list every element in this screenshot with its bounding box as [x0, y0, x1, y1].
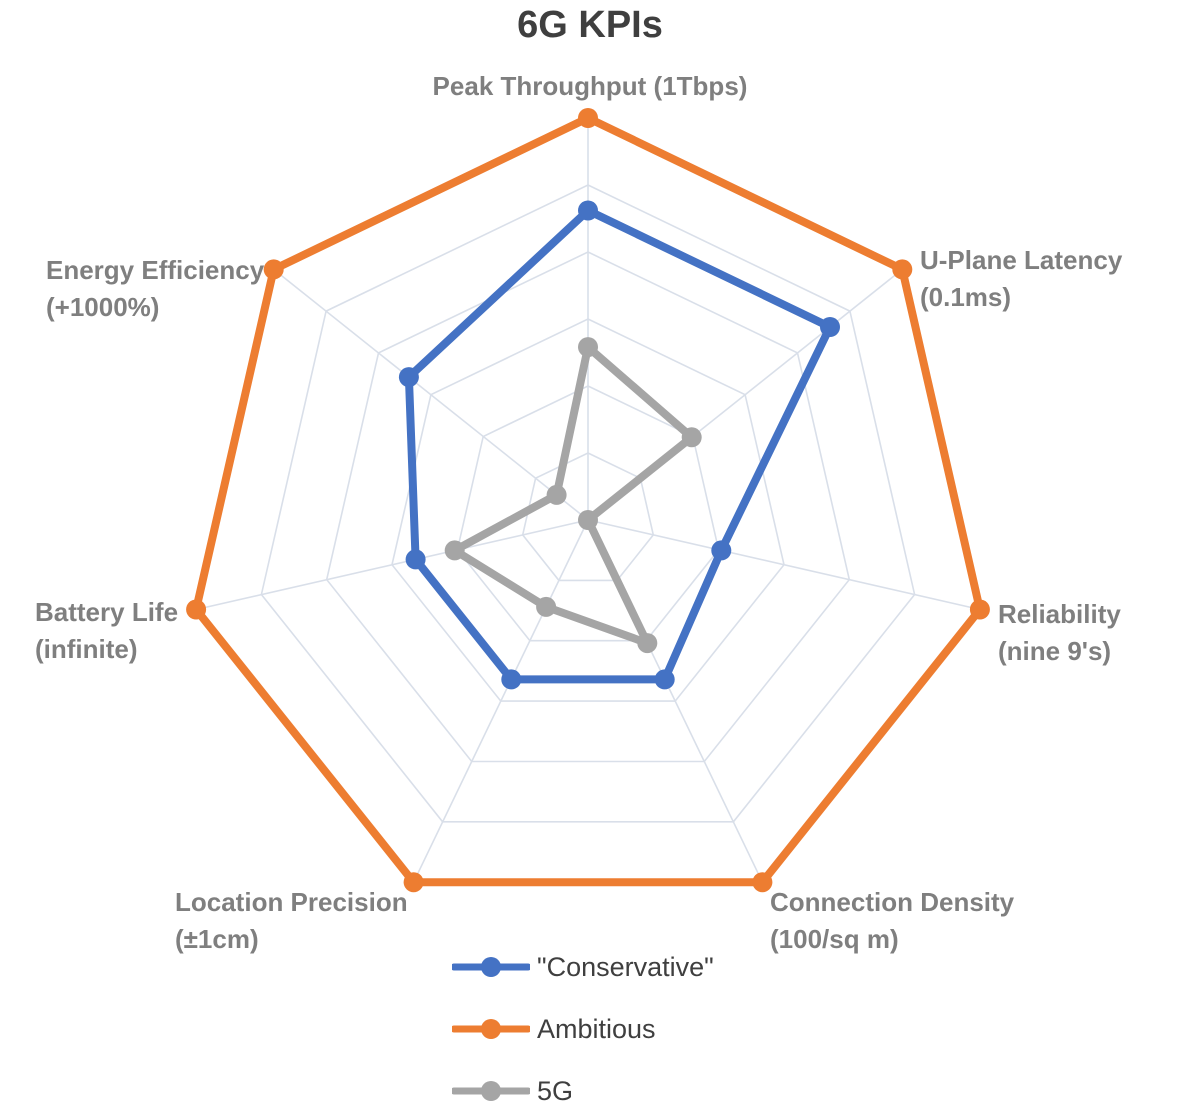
axis-label-line: Location Precision: [175, 887, 408, 917]
data-point-conservative: [654, 669, 675, 690]
data-point-5g: [546, 484, 567, 505]
data-point-ambitious: [969, 599, 990, 620]
axis-label-line: Energy Efficiency: [46, 255, 265, 285]
data-point-conservative: [820, 317, 840, 337]
data-point-conservative: [405, 549, 426, 570]
grid-spoke: [273, 268, 589, 521]
grid-ring: [325, 251, 851, 763]
legend-line-dot-icon: [452, 1081, 530, 1101]
series-ambitious: [186, 108, 990, 893]
axis-label-battery-life: Battery Life (infinite): [35, 594, 178, 668]
data-point-5g: [681, 427, 702, 448]
series-conservative: [398, 200, 840, 690]
series-outline-5g: [450, 343, 696, 648]
legend-line-dot-icon: [452, 1019, 530, 1039]
axis-label-connection-density: Connection Density (100/sq m): [770, 884, 1014, 958]
data-point-5g: [637, 633, 658, 654]
data-point-5g: [578, 510, 598, 530]
legend-label: Ambitious: [537, 1013, 656, 1044]
radar-series: [186, 108, 990, 893]
axis-label-line: (nine 9's): [998, 635, 1112, 666]
legend-label: "Conservative": [537, 951, 714, 982]
axis-label-line: (infinite): [35, 633, 138, 664]
chart-title: 6G KPIs: [517, 4, 663, 46]
legend: "Conservative" Ambitious 5G: [452, 941, 714, 1111]
data-point-ambitious: [403, 872, 424, 893]
axis-label-reliability: Reliability (nine 9's): [998, 596, 1121, 670]
axis-label-line: (+1000%): [46, 291, 160, 322]
axis-label-peak-throughput: Peak Throughput (1Tbps): [433, 68, 748, 105]
data-point-conservative: [398, 367, 419, 388]
axis-label-line: Battery Life: [35, 597, 179, 627]
data-point-5g: [578, 337, 598, 358]
grid-ring: [260, 184, 916, 823]
grid-ring: [456, 385, 720, 642]
series-outline-ambitious: [192, 114, 984, 887]
legend-item-ambitious: Ambitious: [452, 1003, 714, 1055]
data-point-ambitious: [752, 872, 773, 893]
axis-label-line: (100/sq m): [770, 923, 899, 954]
data-point-5g: [444, 540, 465, 561]
series-5g: [444, 337, 702, 654]
axis-label-line: Connection Density: [770, 887, 1015, 917]
data-point-ambitious: [578, 108, 598, 128]
axis-label-line: Reliability: [998, 599, 1121, 629]
axis-label-uplane-latency: U-Plane Latency (0.1ms): [920, 242, 1122, 316]
axis-label-line: U-Plane Latency: [920, 245, 1123, 275]
axis-label-line: (±1cm): [175, 923, 259, 954]
grid-spoke: [195, 519, 589, 611]
legend-label: 5G: [537, 1075, 574, 1106]
grid-spoke: [587, 519, 981, 611]
legend-line-dot-icon: [452, 957, 530, 977]
data-point-conservative: [501, 669, 522, 690]
legend-item-conservative: "Conservative": [452, 941, 714, 993]
data-point-conservative: [711, 540, 732, 561]
grid-ring: [521, 452, 655, 582]
data-point-ambitious: [186, 599, 207, 620]
grid-ring: [391, 318, 785, 702]
legend-item-5g: 5G: [452, 1065, 714, 1111]
data-point-5g: [536, 596, 557, 617]
grid-spoke: [412, 519, 589, 883]
series-outline-conservative: [404, 206, 834, 684]
data-point-ambitious: [892, 259, 913, 280]
axis-label-line: (0.1ms): [920, 281, 1012, 312]
radar-grid: [195, 117, 981, 884]
data-point-conservative: [578, 200, 598, 221]
axis-label-line: Peak Throughput (1Tbps): [432, 71, 748, 101]
data-point-ambitious: [263, 259, 284, 280]
axis-label-energy-efficiency: Energy Efficiency (+1000%): [46, 252, 264, 326]
axis-label-location-precision: Location Precision (±1cm): [175, 884, 408, 958]
